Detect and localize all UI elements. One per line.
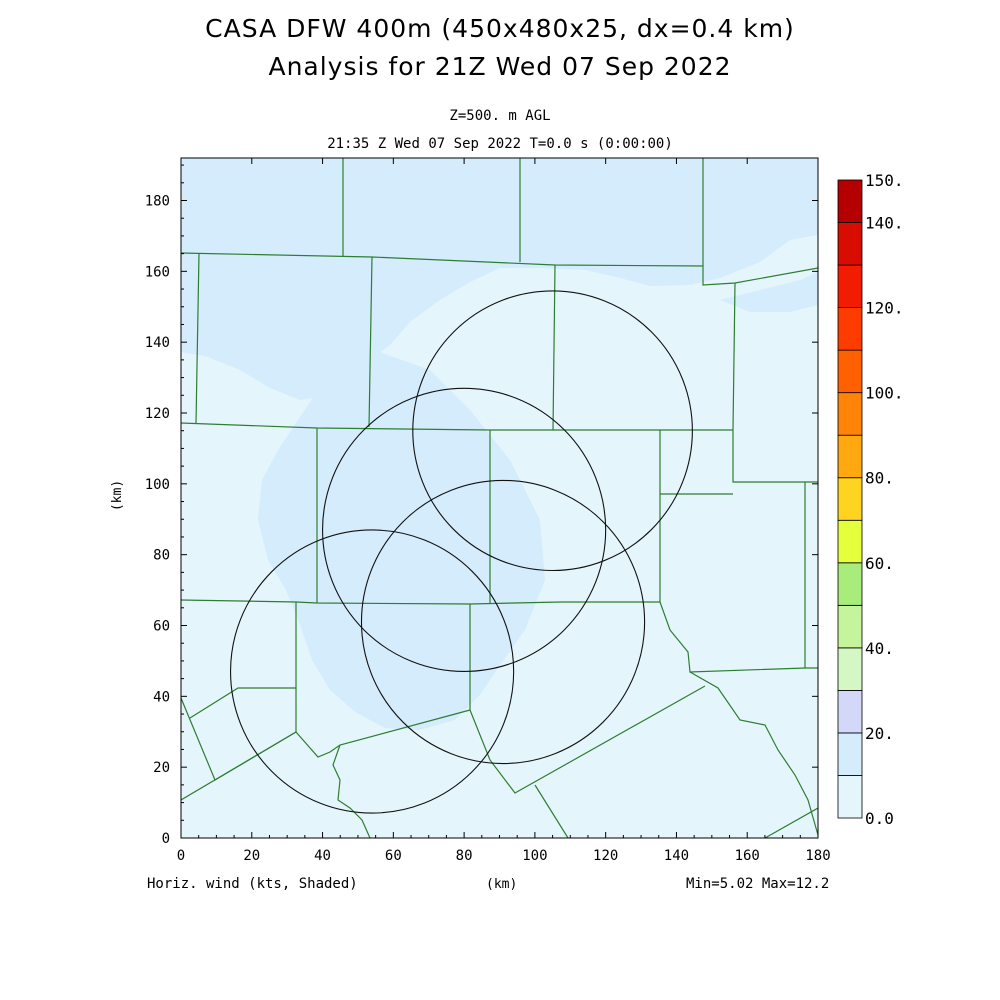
x-tick-label: 0 bbox=[177, 848, 185, 864]
x-tick-label: 160 bbox=[735, 848, 760, 864]
radar-range-rings bbox=[229, 290, 693, 814]
colorbar-label: 100. bbox=[865, 384, 904, 403]
colorbar-label: 120. bbox=[865, 299, 904, 318]
y-tick-label: 140 bbox=[145, 335, 170, 351]
x-tick-label: 40 bbox=[314, 848, 331, 864]
x-tick-label: 180 bbox=[805, 848, 830, 864]
x-axis-ticks: 0 20 40 60 80 100 120 140 160 180 bbox=[177, 158, 831, 864]
x-tick-label: 120 bbox=[593, 848, 618, 864]
x-tick-label: 60 bbox=[385, 848, 402, 864]
map-title: CASA DFW 400m (450x480x25, dx=0.4 km) bbox=[205, 14, 795, 43]
x-axis-label: (km) bbox=[486, 877, 518, 892]
colorbar-bin bbox=[837, 434, 863, 479]
y-tick-label: 80 bbox=[153, 548, 170, 564]
level-label: Z=500. m AGL bbox=[449, 108, 551, 124]
colorbar-bin bbox=[837, 222, 863, 266]
colorbar-label: 80. bbox=[865, 469, 894, 488]
colorbar: 0.0 20. 40. 60. 80. 100. 120. 140. 150. bbox=[837, 171, 904, 828]
min-max-stats: Min=5.02 Max=12.2 bbox=[686, 876, 830, 892]
colorbar-bin bbox=[837, 732, 863, 776]
analysis-time-title: Analysis for 21Z Wed 07 Sep 2022 bbox=[268, 52, 732, 81]
y-axis-label: (km) bbox=[110, 479, 126, 512]
colorbar-label: 150. bbox=[865, 171, 904, 190]
colorbar-bin bbox=[837, 690, 863, 734]
colorbar-label: 60. bbox=[865, 554, 894, 573]
x-tick-label: 100 bbox=[522, 848, 547, 864]
wind-field-band-north bbox=[181, 158, 818, 400]
colorbar-label: 40. bbox=[865, 639, 894, 658]
x-tick-label: 20 bbox=[243, 848, 260, 864]
colorbar-bin bbox=[837, 775, 863, 819]
colorbar-label: 20. bbox=[865, 724, 894, 743]
colorbar-bin bbox=[837, 392, 863, 436]
colorbar-bin bbox=[837, 179, 863, 223]
colorbar-label: 140. bbox=[865, 214, 904, 233]
colorbar-label: 0.0 bbox=[865, 809, 894, 828]
y-tick-label: 160 bbox=[145, 264, 170, 280]
radar-ring bbox=[322, 387, 607, 672]
y-tick-label: 120 bbox=[145, 406, 170, 422]
colorbar-bin bbox=[837, 349, 863, 394]
radar-ring bbox=[412, 290, 693, 572]
colorbar-bin bbox=[837, 264, 863, 309]
y-axis-ticks: 0 20 40 60 80 100 120 140 160 180 bbox=[145, 164, 818, 847]
y-tick-label: 180 bbox=[145, 194, 170, 210]
y-tick-label: 0 bbox=[162, 831, 170, 847]
colorbar-bin bbox=[837, 604, 863, 649]
colorbar-bin bbox=[837, 519, 863, 564]
wind-field-band-central bbox=[258, 352, 545, 730]
colorbar-bin bbox=[837, 647, 863, 691]
colorbar-bin bbox=[837, 562, 863, 606]
field-description: Horiz. wind (kts, Shaded) bbox=[147, 876, 358, 892]
x-tick-label: 80 bbox=[456, 848, 473, 864]
y-tick-label: 100 bbox=[145, 477, 170, 493]
radar-ring bbox=[360, 479, 646, 765]
valid-time-label: 21:35 Z Wed 07 Sep 2022 T=0.0 s (0:00:00… bbox=[327, 136, 673, 152]
y-tick-label: 60 bbox=[153, 619, 170, 635]
wind-field-band-east bbox=[720, 272, 818, 312]
colorbar-bin bbox=[837, 477, 863, 521]
y-tick-label: 20 bbox=[153, 760, 170, 776]
x-tick-label: 140 bbox=[664, 848, 689, 864]
radar-ring bbox=[229, 529, 515, 814]
y-tick-label: 40 bbox=[153, 689, 170, 705]
county-boundaries bbox=[181, 158, 818, 838]
colorbar-bin bbox=[837, 307, 863, 351]
